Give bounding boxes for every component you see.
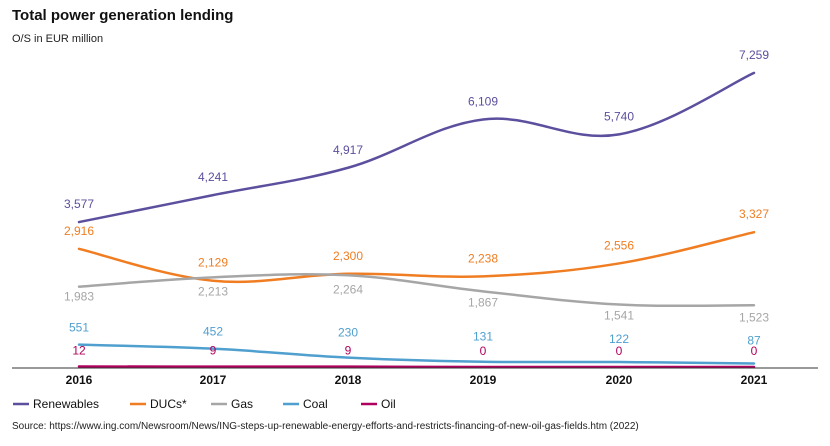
data-label-gas: 2,213 bbox=[198, 284, 228, 298]
data-label-coal: 131 bbox=[473, 330, 493, 344]
data-label-oil: 0 bbox=[480, 344, 487, 358]
data-label-renewables: 7,259 bbox=[739, 48, 769, 62]
data-label-ducs: 2,916 bbox=[64, 224, 94, 238]
data-label-renewables: 3,577 bbox=[64, 197, 94, 211]
data-label-coal: 87 bbox=[747, 333, 761, 347]
data-label-gas: 2,264 bbox=[333, 282, 363, 296]
data-label-gas: 1,983 bbox=[64, 290, 94, 304]
data-label-coal: 551 bbox=[69, 321, 89, 335]
x-tick-label: 2019 bbox=[470, 373, 497, 387]
data-label-gas: 1,523 bbox=[739, 310, 769, 324]
data-label-coal: 122 bbox=[609, 332, 629, 346]
series-line-ducs bbox=[77, 230, 756, 284]
data-label-renewables: 4,917 bbox=[333, 143, 363, 157]
series-line-renewables bbox=[77, 71, 756, 224]
data-label-gas: 1,867 bbox=[468, 295, 498, 309]
data-label-ducs: 3,327 bbox=[739, 207, 769, 221]
x-tick-label: 2020 bbox=[606, 373, 633, 387]
data-label-ducs: 2,129 bbox=[198, 256, 228, 270]
series-line-oil bbox=[77, 365, 756, 369]
data-label-oil: 9 bbox=[345, 344, 352, 358]
data-label-oil: 9 bbox=[210, 344, 217, 358]
data-label-ducs: 2,300 bbox=[333, 249, 363, 263]
x-tick-label: 2021 bbox=[741, 373, 768, 387]
chart-title: Total power generation lending bbox=[12, 7, 234, 24]
x-tick-label: 2016 bbox=[66, 373, 93, 387]
data-label-oil: 0 bbox=[616, 344, 623, 358]
series-line-gas bbox=[77, 272, 756, 308]
chart-subtitle: O/S in EUR million bbox=[12, 33, 104, 45]
legend-label-gas: Gas bbox=[231, 397, 253, 411]
series-line-coal bbox=[77, 343, 756, 365]
data-label-renewables: 6,109 bbox=[468, 94, 498, 108]
data-label-ducs: 2,556 bbox=[604, 238, 634, 252]
legend-label-oil: Oil bbox=[381, 397, 396, 411]
source-note: Source: https://www.ing.com/Newsroom/New… bbox=[12, 421, 639, 432]
data-label-ducs: 2,238 bbox=[468, 251, 498, 265]
data-label-oil: 0 bbox=[751, 344, 758, 358]
data-label-renewables: 5,740 bbox=[604, 109, 634, 123]
data-label-coal: 452 bbox=[203, 325, 223, 339]
data-label-oil: 12 bbox=[72, 344, 86, 358]
data-label-renewables: 4,241 bbox=[198, 170, 228, 184]
legend-label-coal: Coal bbox=[303, 397, 328, 411]
legend-label-renewables: Renewables bbox=[33, 397, 99, 411]
x-tick-label: 2018 bbox=[335, 373, 362, 387]
legend-label-ducs: DUCs* bbox=[150, 397, 187, 411]
data-label-gas: 1,541 bbox=[604, 309, 634, 323]
data-label-coal: 230 bbox=[338, 326, 358, 340]
x-tick-label: 2017 bbox=[200, 373, 227, 387]
